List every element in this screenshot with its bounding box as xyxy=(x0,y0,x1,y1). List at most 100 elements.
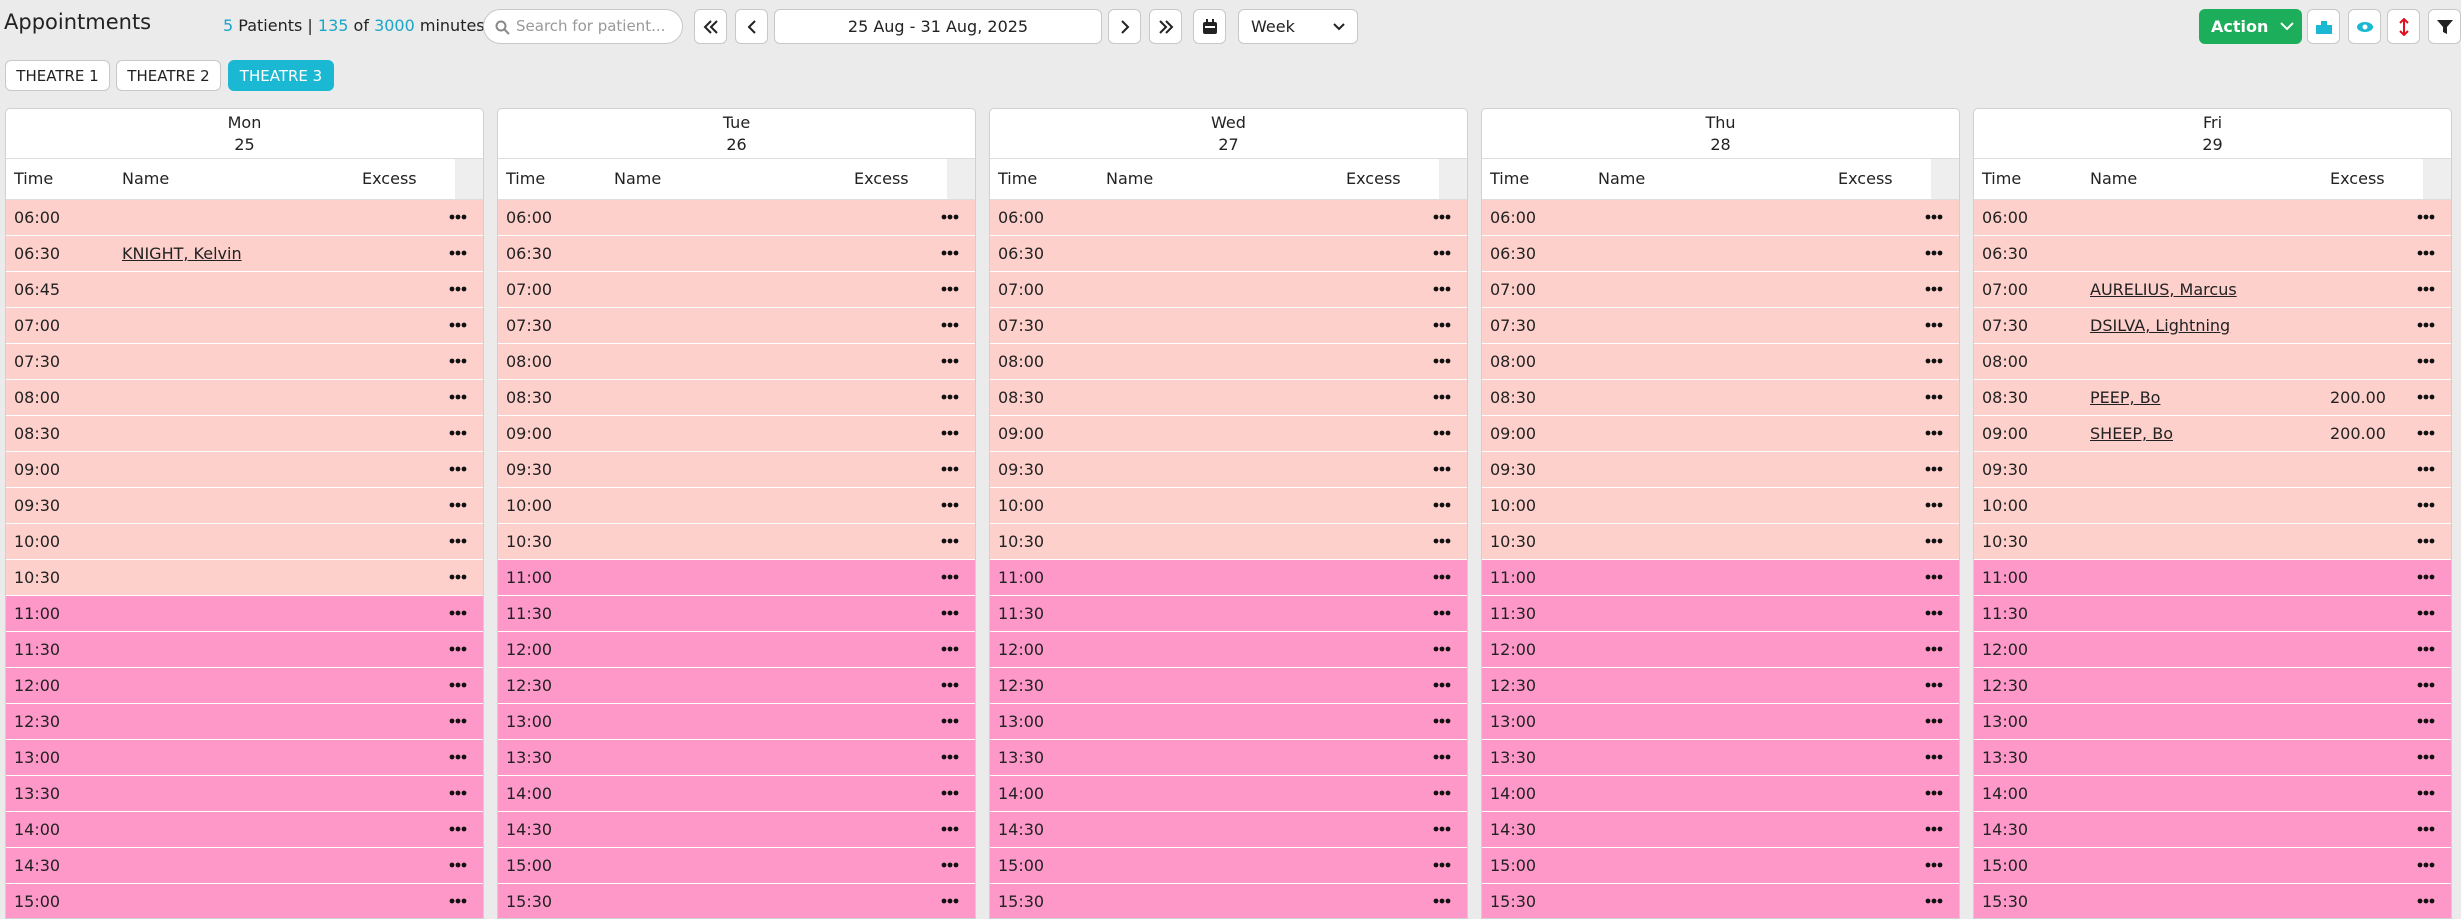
slot-row[interactable]: 07:00 xyxy=(990,272,1467,308)
slot-row[interactable]: 14:00 xyxy=(990,776,1467,812)
slot-row[interactable]: 07:30 xyxy=(498,308,975,344)
slot-row[interactable]: 10:00 xyxy=(1974,488,2451,524)
slot-row[interactable]: 12:00 xyxy=(1974,632,2451,668)
row-menu[interactable] xyxy=(941,754,959,760)
slot-row[interactable]: 15:30 xyxy=(990,884,1467,918)
slot-row[interactable]: 09:30 xyxy=(1482,452,1959,488)
row-menu[interactable] xyxy=(449,610,467,616)
slot-row[interactable]: 12:30 xyxy=(990,668,1467,704)
row-menu[interactable] xyxy=(941,790,959,796)
row-menu[interactable] xyxy=(449,682,467,688)
slot-row[interactable]: 12:00 xyxy=(6,668,483,704)
prev-button[interactable] xyxy=(735,9,768,44)
row-menu[interactable] xyxy=(1433,898,1451,904)
slot-row[interactable]: 08:30 xyxy=(990,380,1467,416)
row-menu[interactable] xyxy=(2417,610,2435,616)
row-menu[interactable] xyxy=(2417,358,2435,364)
slot-row[interactable]: 13:00 xyxy=(990,704,1467,740)
slot-row[interactable]: 08:30 xyxy=(1482,380,1959,416)
slot-row[interactable]: 06:45 xyxy=(6,272,483,308)
row-menu[interactable] xyxy=(1925,682,1943,688)
row-menu[interactable] xyxy=(2417,718,2435,724)
row-menu[interactable] xyxy=(1433,574,1451,580)
row-menu[interactable] xyxy=(941,214,959,220)
row-menu[interactable] xyxy=(449,862,467,868)
slot-row[interactable]: 06:00 xyxy=(498,200,975,236)
row-menu[interactable] xyxy=(1925,610,1943,616)
row-menu[interactable] xyxy=(941,322,959,328)
slot-row[interactable]: 11:00 xyxy=(1482,560,1959,596)
patient-name[interactable]: SHEEP, Bo xyxy=(2090,424,2173,443)
slot-row[interactable]: 11:00 xyxy=(1974,560,2451,596)
search-box[interactable]: Search for patient... xyxy=(483,9,683,44)
slot-row[interactable]: 11:30 xyxy=(1482,596,1959,632)
row-menu[interactable] xyxy=(449,394,467,400)
slot-row[interactable]: 10:00 xyxy=(498,488,975,524)
slot-row[interactable]: 14:00 xyxy=(1974,776,2451,812)
row-menu[interactable] xyxy=(2417,898,2435,904)
row-menu[interactable] xyxy=(449,754,467,760)
slot-row[interactable]: 14:30 xyxy=(990,812,1467,848)
row-menu[interactable] xyxy=(941,430,959,436)
slot-row[interactable]: 10:00 xyxy=(6,524,483,560)
view-select[interactable]: Week xyxy=(1238,9,1358,44)
slot-row[interactable]: 15:00 xyxy=(1974,848,2451,884)
slot-row[interactable]: 08:00 xyxy=(1482,344,1959,380)
row-menu[interactable] xyxy=(1433,682,1451,688)
slot-row[interactable]: 13:00 xyxy=(1974,704,2451,740)
view-button[interactable] xyxy=(2348,9,2381,44)
slot-row[interactable]: 15:00 xyxy=(498,848,975,884)
slot-row[interactable]: 07:00 AURELIUS, Marcus xyxy=(1974,272,2451,308)
row-menu[interactable] xyxy=(941,250,959,256)
row-menu[interactable] xyxy=(941,862,959,868)
patient-name[interactable]: PEEP, Bo xyxy=(2090,388,2161,407)
slot-row[interactable]: 15:00 xyxy=(1482,848,1959,884)
slot-row[interactable]: 08:30 xyxy=(6,416,483,452)
row-menu[interactable] xyxy=(941,610,959,616)
slot-row[interactable]: 11:00 xyxy=(990,560,1467,596)
slot-row[interactable]: 10:30 xyxy=(1482,524,1959,560)
row-menu[interactable] xyxy=(1433,214,1451,220)
row-menu[interactable] xyxy=(941,394,959,400)
row-menu[interactable] xyxy=(2417,682,2435,688)
slot-row[interactable]: 14:00 xyxy=(1482,776,1959,812)
slot-row[interactable]: 14:00 xyxy=(498,776,975,812)
row-menu[interactable] xyxy=(1925,898,1943,904)
slot-row[interactable]: 07:30 xyxy=(1482,308,1959,344)
slot-row[interactable]: 13:30 xyxy=(6,776,483,812)
row-menu[interactable] xyxy=(1925,430,1943,436)
slot-row[interactable]: 15:30 xyxy=(498,884,975,918)
row-menu[interactable] xyxy=(2417,574,2435,580)
row-menu[interactable] xyxy=(1925,646,1943,652)
slot-row[interactable]: 10:00 xyxy=(990,488,1467,524)
action-button[interactable]: Action xyxy=(2199,9,2302,44)
patient-name[interactable]: DSILVA, Lightning xyxy=(2090,316,2231,335)
row-menu[interactable] xyxy=(2417,466,2435,472)
slot-row[interactable]: 09:00 xyxy=(6,452,483,488)
slot-row[interactable]: 14:30 xyxy=(6,848,483,884)
slot-row[interactable]: 12:30 xyxy=(6,704,483,740)
slot-row[interactable]: 06:30 KNIGHT, Kelvin xyxy=(6,236,483,272)
row-menu[interactable] xyxy=(2417,322,2435,328)
slot-row[interactable]: 09:30 xyxy=(990,452,1467,488)
row-menu[interactable] xyxy=(449,718,467,724)
row-menu[interactable] xyxy=(2417,286,2435,292)
row-menu[interactable] xyxy=(1925,538,1943,544)
slot-row[interactable]: 13:30 xyxy=(1482,740,1959,776)
slot-row[interactable]: 07:00 xyxy=(1482,272,1959,308)
first-button[interactable] xyxy=(694,9,727,44)
row-menu[interactable] xyxy=(1433,862,1451,868)
slot-row[interactable]: 10:30 xyxy=(990,524,1467,560)
patient-name[interactable]: AURELIUS, Marcus xyxy=(2090,280,2237,299)
row-menu[interactable] xyxy=(1925,790,1943,796)
slot-row[interactable]: 12:00 xyxy=(990,632,1467,668)
row-menu[interactable] xyxy=(449,322,467,328)
row-menu[interactable] xyxy=(449,502,467,508)
resize-button[interactable] xyxy=(2387,9,2420,44)
row-menu[interactable] xyxy=(1433,538,1451,544)
row-menu[interactable] xyxy=(1433,610,1451,616)
slot-row[interactable]: 09:00 SHEEP, Bo 200.00 xyxy=(1974,416,2451,452)
slot-row[interactable]: 13:30 xyxy=(498,740,975,776)
slot-row[interactable]: 14:30 xyxy=(498,812,975,848)
slot-row[interactable]: 15:30 xyxy=(1974,884,2451,918)
